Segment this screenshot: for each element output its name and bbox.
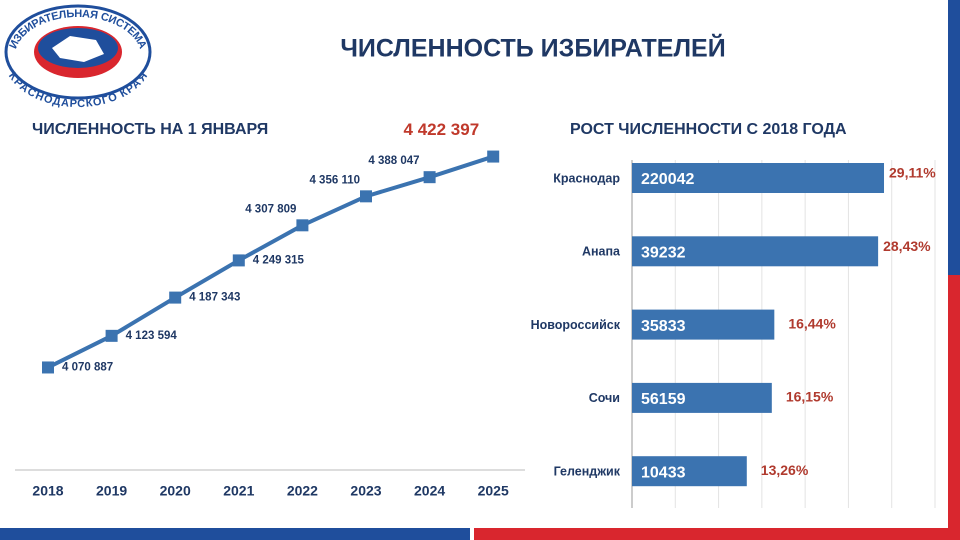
count-label: 56159 [641,391,686,408]
data-label: 4 249 315 [253,254,305,266]
data-label: 4 307 809 [245,203,296,215]
data-label: 4 356 110 [309,174,360,186]
count-label: 10433 [641,464,686,481]
x-tick-label: 2023 [350,483,381,499]
marker [423,171,436,184]
bar [632,236,879,267]
bottom-stripe [474,528,960,540]
value-label: 16,15% [786,389,834,405]
marker [232,254,245,267]
x-tick-label: 2021 [223,483,254,499]
bottom-stripe [0,528,470,540]
side-stripe [948,275,960,540]
x-tick-label: 2024 [414,483,445,499]
data-label: 4 070 887 [62,361,113,373]
x-tick-label: 2025 [478,483,509,499]
value-label: 13,26% [761,462,809,478]
value-label: 28,43% [883,238,931,254]
category-label: Сочи [589,391,620,405]
slide-title: ЧИСЛЕННОСТЬ ИЗБИРАТЕЛЕЙ [340,33,725,63]
category-label: Анапа [582,245,621,259]
x-tick-label: 2019 [96,483,127,499]
bar [632,163,885,193]
logo: ИЗБИРАТЕЛЬНАЯ СИСТЕМА КРАСНОДАРСКОГО КРА… [4,4,152,110]
data-label: 4 187 343 [189,292,240,304]
x-tick-label: 2018 [32,483,63,499]
count-label: 39232 [641,245,686,262]
category-label: Новороссийск [531,318,621,332]
count-label: 35833 [641,318,686,335]
count-label: 220042 [641,171,694,188]
marker [360,190,372,203]
x-tick-label: 2020 [160,483,191,499]
bar [632,309,775,340]
bar [632,456,747,487]
marker [169,291,182,304]
data-label: 4 123 594 [126,330,178,342]
line [47,154,494,370]
data-label: 4 388 047 [368,155,419,167]
chart-title: РОСТ ЧИСЛЕННОСТИ С 2018 ГОДА [570,121,847,138]
chart-title: ЧИСЛЕННОСТЬ НА 1 ЯНВАРЯ [32,121,268,138]
side-stripe [948,0,960,275]
value-label: 16,44% [788,315,836,331]
marker [487,150,500,163]
category-label: Краснодар [553,171,620,185]
x-tick-label: 2022 [287,483,318,499]
marker [105,329,118,342]
category-label: Геленджик [554,464,621,478]
value-label: 29,11% [889,165,936,181]
marker [42,361,54,374]
data-label: 4 422 397 [404,120,480,139]
bar [632,382,772,413]
marker [296,219,309,232]
